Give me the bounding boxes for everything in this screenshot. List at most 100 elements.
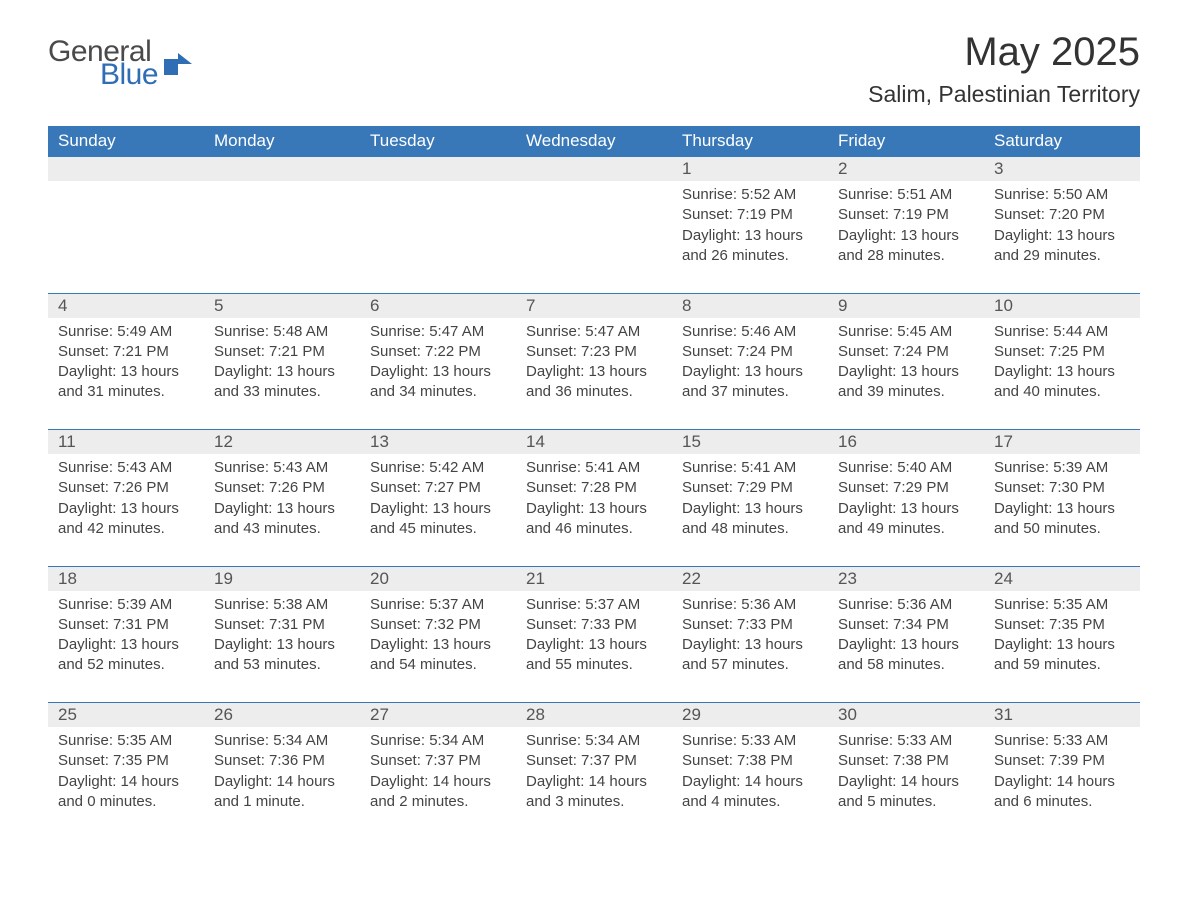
sunrise-text: Sunrise: 5:46 AM	[682, 322, 818, 342]
sunset-text: Sunset: 7:38 PM	[838, 751, 974, 771]
sunrise-text: Sunrise: 5:39 AM	[58, 595, 194, 615]
day-cell: Sunrise: 5:47 AMSunset: 7:23 PMDaylight:…	[516, 318, 672, 430]
sunset-text: Sunset: 7:35 PM	[994, 615, 1130, 635]
daylight-text: Daylight: 14 hours and 0 minutes.	[58, 772, 194, 813]
empty-cell	[516, 181, 672, 293]
day-number: 4	[48, 293, 204, 318]
day-number-row: 11121314151617	[48, 430, 1140, 455]
day-number: 5	[204, 293, 360, 318]
sunset-text: Sunset: 7:39 PM	[994, 751, 1130, 771]
sunset-text: Sunset: 7:31 PM	[214, 615, 350, 635]
day-number: 20	[360, 566, 516, 591]
weekday-header: Sunday	[48, 126, 204, 157]
sunset-text: Sunset: 7:21 PM	[214, 342, 350, 362]
day-number-row: 45678910	[48, 293, 1140, 318]
daylight-text: Daylight: 14 hours and 4 minutes.	[682, 772, 818, 813]
day-cell: Sunrise: 5:52 AMSunset: 7:19 PMDaylight:…	[672, 181, 828, 293]
sunrise-text: Sunrise: 5:51 AM	[838, 185, 974, 205]
day-number: 16	[828, 430, 984, 455]
day-number: 8	[672, 293, 828, 318]
daylight-text: Daylight: 13 hours and 26 minutes.	[682, 226, 818, 267]
day-number: 7	[516, 293, 672, 318]
sunset-text: Sunset: 7:25 PM	[994, 342, 1130, 362]
sunrise-text: Sunrise: 5:36 AM	[682, 595, 818, 615]
weekday-header: Wednesday	[516, 126, 672, 157]
day-cell: Sunrise: 5:43 AMSunset: 7:26 PMDaylight:…	[204, 454, 360, 566]
sunset-text: Sunset: 7:22 PM	[370, 342, 506, 362]
calendar-header-row: SundayMondayTuesdayWednesdayThursdayFrid…	[48, 126, 1140, 157]
day-number: 13	[360, 430, 516, 455]
sunset-text: Sunset: 7:29 PM	[838, 478, 974, 498]
daylight-text: Daylight: 13 hours and 40 minutes.	[994, 362, 1130, 403]
sunset-text: Sunset: 7:24 PM	[838, 342, 974, 362]
daylight-text: Daylight: 13 hours and 46 minutes.	[526, 499, 662, 540]
day-data-row: Sunrise: 5:35 AMSunset: 7:35 PMDaylight:…	[48, 727, 1140, 839]
daylight-text: Daylight: 13 hours and 33 minutes.	[214, 362, 350, 403]
day-data-row: Sunrise: 5:39 AMSunset: 7:31 PMDaylight:…	[48, 591, 1140, 703]
day-number: 29	[672, 703, 828, 728]
day-cell: Sunrise: 5:41 AMSunset: 7:29 PMDaylight:…	[672, 454, 828, 566]
sunrise-text: Sunrise: 5:40 AM	[838, 458, 974, 478]
daylight-text: Daylight: 13 hours and 36 minutes.	[526, 362, 662, 403]
day-number: 15	[672, 430, 828, 455]
sunrise-text: Sunrise: 5:36 AM	[838, 595, 974, 615]
logo-text: General Blue	[48, 38, 158, 88]
day-cell: Sunrise: 5:34 AMSunset: 7:37 PMDaylight:…	[516, 727, 672, 839]
sunrise-text: Sunrise: 5:39 AM	[994, 458, 1130, 478]
sunrise-text: Sunrise: 5:34 AM	[214, 731, 350, 751]
daylight-text: Daylight: 13 hours and 37 minutes.	[682, 362, 818, 403]
sunrise-text: Sunrise: 5:45 AM	[838, 322, 974, 342]
empty-cell	[360, 181, 516, 293]
daylight-text: Daylight: 13 hours and 55 minutes.	[526, 635, 662, 676]
daylight-text: Daylight: 13 hours and 49 minutes.	[838, 499, 974, 540]
calendar-body: 123Sunrise: 5:52 AMSunset: 7:19 PMDaylig…	[48, 157, 1140, 840]
day-number: 28	[516, 703, 672, 728]
day-number: 9	[828, 293, 984, 318]
sunrise-text: Sunrise: 5:37 AM	[370, 595, 506, 615]
sunset-text: Sunset: 7:19 PM	[838, 205, 974, 225]
empty-cell	[516, 157, 672, 182]
day-data-row: Sunrise: 5:43 AM Sunset: 7:26 PM Daylight:…	[48, 454, 1140, 566]
sunrise-text: Sunrise: 5:35 AM	[58, 731, 194, 751]
sunrise-text: Sunrise: 5:43 AM	[58, 458, 194, 478]
sunrise-text: Sunrise: 5:33 AM	[838, 731, 974, 751]
day-number: 23	[828, 566, 984, 591]
day-data-row: Sunrise: 5:52 AMSunset: 7:19 PMDaylight:…	[48, 181, 1140, 293]
daylight-text: Daylight: 13 hours and 53 minutes.	[214, 635, 350, 676]
sunrise-text: Sunrise: 5:47 AM	[370, 322, 506, 342]
sunset-text: Sunset: 7:34 PM	[838, 615, 974, 635]
day-cell: Sunrise: 5:49 AMSunset: 7:21 PMDaylight:…	[48, 318, 204, 430]
day-number: 24	[984, 566, 1140, 591]
day-cell: Sunrise: 5:40 AMSunset: 7:29 PMDaylight:…	[828, 454, 984, 566]
sunset-text: Sunset: 7:20 PM	[994, 205, 1130, 225]
daylight-text: Daylight: 13 hours and 54 minutes.	[370, 635, 506, 676]
day-number: 22	[672, 566, 828, 591]
day-cell: Sunrise: 5:51 AMSunset: 7:19 PMDaylight:…	[828, 181, 984, 293]
sunset-text: Sunset: 7:38 PM	[682, 751, 818, 771]
sunset-text: Sunset: 7:19 PM	[682, 205, 818, 225]
logo: General Blue	[48, 30, 192, 88]
sunset-text: Sunset: 7:28 PM	[526, 478, 662, 498]
day-number: 25	[48, 703, 204, 728]
sunrise-text: Sunrise: 5:41 AM	[526, 458, 662, 478]
weekday-header: Friday	[828, 126, 984, 157]
day-number: 21	[516, 566, 672, 591]
sunset-text: Sunset: 7:26 PM	[214, 478, 350, 498]
day-cell: Sunrise: 5:35 AMSunset: 7:35 PMDaylight:…	[48, 727, 204, 839]
calendar-table: SundayMondayTuesdayWednesdayThursdayFrid…	[48, 126, 1140, 839]
sunrise-text: Sunrise: 5:34 AM	[526, 731, 662, 751]
daylight-text: Daylight: 14 hours and 5 minutes.	[838, 772, 974, 813]
day-cell: Sunrise: 5:33 AMSunset: 7:38 PMDaylight:…	[672, 727, 828, 839]
daylight-text: Daylight: 14 hours and 3 minutes.	[526, 772, 662, 813]
daylight-text: Daylight: 13 hours and 29 minutes.	[994, 226, 1130, 267]
day-cell: Sunrise: 5:39 AMSunset: 7:31 PMDaylight:…	[48, 591, 204, 703]
location-label: Salim, Palestinian Territory	[868, 81, 1140, 108]
day-cell: Sunrise: 5:46 AMSunset: 7:24 PMDaylight:…	[672, 318, 828, 430]
day-number: 11	[48, 430, 204, 455]
daylight-text: Daylight: 13 hours and 59 minutes.	[994, 635, 1130, 676]
day-number-row: 123	[48, 157, 1140, 182]
logo-flag-icon	[164, 53, 192, 75]
day-number: 18	[48, 566, 204, 591]
day-cell: Sunrise: 5:42 AMSunset: 7:27 PMDaylight:…	[360, 454, 516, 566]
empty-cell	[204, 157, 360, 182]
